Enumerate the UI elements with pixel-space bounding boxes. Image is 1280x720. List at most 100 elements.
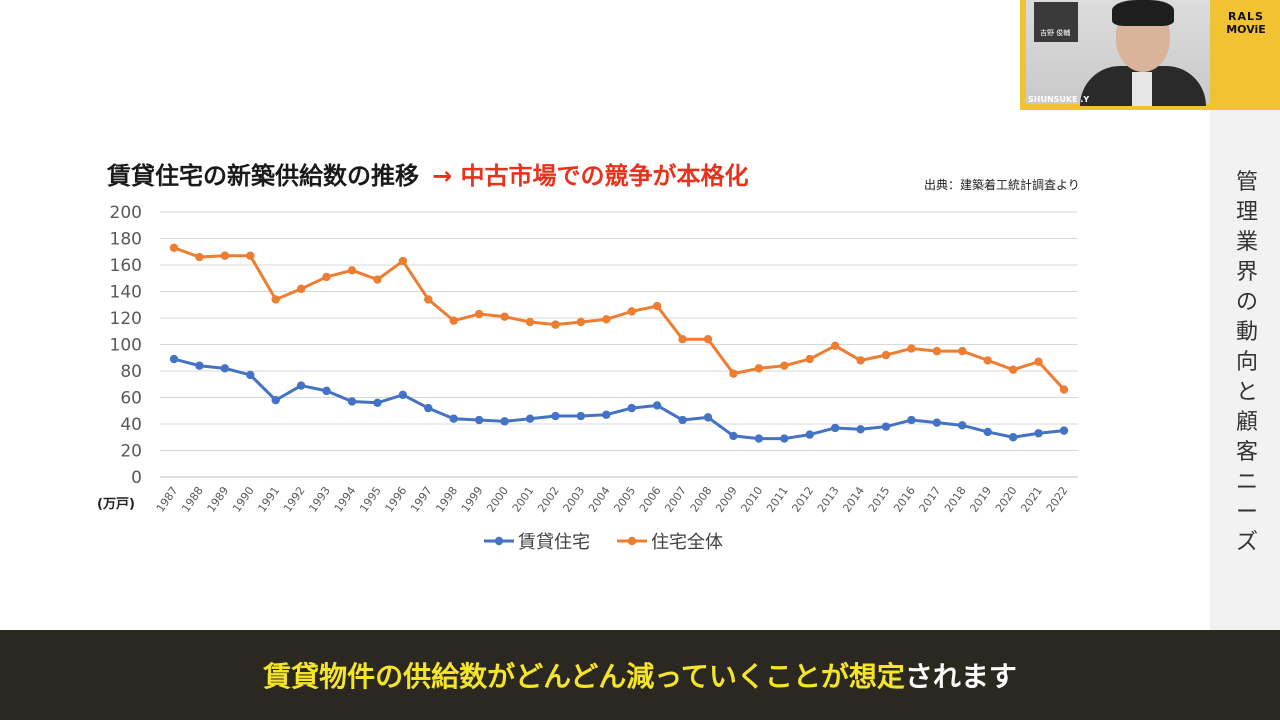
data-point: [958, 346, 967, 356]
x-tick-label: 2007: [662, 484, 689, 514]
data-point: [525, 414, 535, 423]
data-point: [602, 315, 611, 324]
data-point: [220, 364, 230, 373]
data-point: [805, 354, 814, 364]
data-point: [449, 316, 458, 325]
x-tick-label: 2021: [1018, 484, 1045, 514]
x-tick-label: 2001: [510, 484, 537, 514]
data-point: [398, 390, 408, 400]
data-point: [805, 430, 814, 439]
series-line-rental: [173, 357, 1065, 441]
data-point: [907, 344, 916, 353]
data-point: [373, 398, 382, 407]
data-point: [881, 422, 891, 431]
x-tick-label: 2002: [535, 484, 562, 514]
data-point: [500, 312, 509, 321]
x-tick-label: 1998: [433, 484, 460, 514]
side-panel: [1210, 110, 1280, 630]
y-tick-label: 60: [120, 389, 142, 409]
y-tick-label: 160: [110, 256, 142, 276]
data-point: [551, 411, 560, 421]
subtitle-caption: 賃貸物件の供給数がどんどん減っていくことが想定されます: [0, 655, 1280, 695]
data-point: [246, 251, 255, 260]
data-point: [881, 350, 891, 360]
x-tick-label: 2020: [993, 484, 1020, 514]
x-tick-label: 2019: [967, 484, 994, 514]
data-point: [551, 320, 560, 329]
x-tick-label: 2014: [840, 484, 867, 514]
data-point: [1008, 433, 1018, 442]
x-tick-label: 2016: [891, 484, 918, 514]
y-tick-label: 80: [120, 362, 142, 382]
data-point: [424, 403, 433, 413]
data-point: [322, 386, 331, 396]
data-point: [830, 423, 840, 433]
x-tick-label: 1994: [332, 484, 359, 514]
x-tick-label: 1988: [179, 484, 206, 514]
data-point: [1008, 365, 1018, 374]
data-point: [246, 370, 255, 380]
source-note: 出典：建築着工統計調査より: [924, 178, 1080, 192]
data-point: [602, 410, 611, 419]
data-point: [703, 335, 713, 344]
y-tick-label: 40: [120, 415, 142, 435]
x-tick-label: 1993: [306, 484, 333, 514]
x-tick-label: 1995: [357, 484, 384, 514]
data-point: [296, 284, 306, 294]
y-tick-label: 200: [110, 203, 142, 223]
x-tick-label: 1990: [230, 484, 257, 514]
name-card-text: 吉野 俊輔: [1040, 29, 1071, 37]
data-point: [576, 317, 586, 327]
series-line-total: [173, 246, 1066, 391]
speaker-hair: [1112, 0, 1174, 26]
data-point: [347, 397, 357, 406]
data-point: [856, 425, 865, 434]
x-tick-label: 1987: [154, 484, 181, 514]
data-point: [729, 431, 738, 441]
data-point: [678, 335, 687, 344]
y-tick-label: 0: [131, 468, 142, 488]
legend-marker: [494, 536, 504, 546]
data-point: [652, 401, 662, 410]
logo-panel: [1212, 0, 1280, 110]
data-point: [627, 307, 636, 316]
x-tick-label: 1989: [205, 484, 232, 514]
data-point: [830, 341, 840, 351]
title-conclusion: → 中古市場での競争が本格化: [432, 162, 749, 190]
legend-label: 住宅全体: [651, 532, 723, 553]
subtitle-plain: されます: [904, 660, 1017, 693]
data-point: [271, 295, 280, 304]
data-point: [780, 361, 789, 370]
data-point: [347, 266, 357, 275]
data-point: [1059, 426, 1069, 435]
x-tick-label: 2008: [688, 484, 715, 514]
x-tick-label: 2018: [942, 484, 969, 514]
data-point: [576, 411, 586, 421]
data-point: [703, 413, 713, 422]
y-tick-label: 180: [110, 230, 142, 250]
speaker-shirt: [1132, 72, 1152, 106]
data-point: [754, 364, 764, 373]
data-point: [169, 243, 179, 252]
x-tick-label: 2011: [764, 484, 791, 514]
data-point: [322, 272, 331, 282]
data-point: [398, 256, 408, 266]
data-point: [652, 301, 662, 311]
x-tick-label: 1991: [255, 484, 282, 514]
x-tick-label: 2003: [561, 484, 588, 514]
data-point: [500, 417, 509, 426]
data-point: [169, 354, 179, 364]
data-point: [1034, 429, 1043, 438]
x-tick-label: 1999: [459, 484, 486, 514]
subtitle-highlight: 賃貸物件の供給数がどんどん減っていくことが想定: [263, 660, 905, 693]
x-tick-label: 2009: [713, 484, 740, 514]
data-point: [907, 415, 916, 425]
title-main: 賃貸住宅の新築供給数の推移: [107, 162, 419, 190]
x-tick-label: 2005: [611, 484, 638, 514]
x-tick-label: 2006: [637, 484, 664, 514]
data-point: [958, 421, 967, 430]
x-tick-label: 1997: [408, 484, 435, 514]
data-point: [932, 346, 942, 356]
legend-label: 賃貸住宅: [518, 532, 590, 553]
name-card: [1034, 2, 1078, 42]
